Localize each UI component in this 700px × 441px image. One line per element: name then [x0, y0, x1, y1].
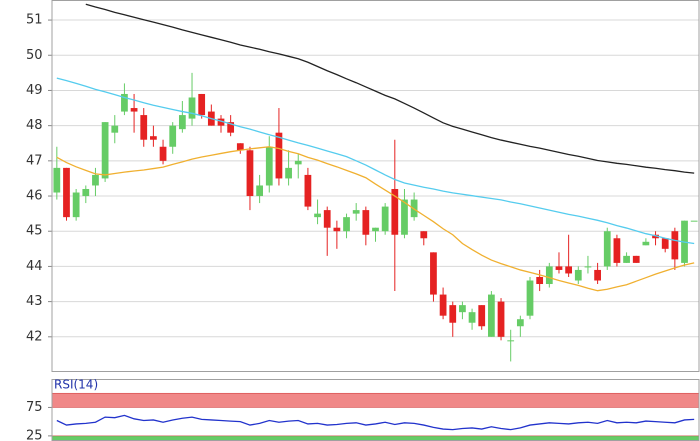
- candle-body: [294, 160, 302, 165]
- candle-body: [468, 312, 476, 323]
- candle-body: [352, 210, 360, 214]
- candle-body: [545, 266, 553, 285]
- panel: [52, 392, 699, 441]
- candle-body: [613, 238, 621, 263]
- candle-body: [227, 122, 235, 133]
- panel-frame: [51, 0, 700, 372]
- rsi-line: [56, 414, 695, 431]
- y-tick-label: 48: [26, 118, 43, 133]
- candle-body: [430, 252, 437, 295]
- candle-body: [488, 294, 495, 337]
- candle-body: [236, 143, 244, 151]
- candle-body: [82, 188, 90, 197]
- candle-body: [555, 266, 563, 270]
- candle-body: [159, 146, 167, 161]
- candle-body: [323, 210, 331, 228]
- candle-body: [574, 269, 582, 281]
- candle-body: [439, 294, 447, 316]
- candle-body: [92, 174, 99, 186]
- moving-average: [56, 146, 695, 292]
- candle-body: [536, 276, 544, 285]
- candle-body: [584, 266, 592, 268]
- candle-body: [478, 305, 486, 327]
- band: [52, 392, 699, 408]
- candle-body: [420, 231, 428, 239]
- candle-body: [623, 255, 630, 263]
- candle-body: [362, 210, 370, 235]
- y-tick-label: 44: [26, 259, 43, 274]
- candle-body: [121, 93, 128, 112]
- candle-body: [642, 241, 650, 246]
- candle-body: [188, 97, 196, 119]
- candle-body: [652, 234, 659, 239]
- y-tick-label: 49: [26, 83, 43, 98]
- candle-body: [72, 192, 80, 218]
- candle-body: [256, 185, 263, 197]
- candle-body: [632, 255, 640, 263]
- candle-body: [265, 146, 273, 186]
- candle-body: [111, 125, 119, 133]
- panel-title: RSI(14): [54, 378, 98, 392]
- candle-body: [285, 167, 292, 179]
- y-tick-label: 50: [26, 48, 43, 63]
- candle-body: [150, 136, 157, 140]
- panel: [52, 3, 699, 362]
- y-tick-label: 25: [26, 428, 43, 441]
- y-tick-label: 46: [26, 189, 43, 204]
- band: [52, 435, 699, 441]
- y-tick-label: 42: [26, 329, 43, 344]
- candle-body: [343, 217, 350, 232]
- candle-body: [101, 122, 109, 179]
- candle-body: [140, 115, 148, 140]
- candle-body: [130, 108, 138, 112]
- candle-body: [169, 125, 177, 147]
- candle-body: [304, 174, 312, 207]
- candle-body: [565, 266, 573, 274]
- candle-body: [401, 199, 408, 235]
- candle-body: [333, 227, 341, 232]
- candle-body: [603, 231, 611, 267]
- candle-body: [63, 167, 70, 218]
- y-tick-label: 43: [26, 294, 43, 309]
- candle-body: [372, 227, 379, 232]
- candle-body: [217, 118, 225, 126]
- candle-body: [178, 115, 186, 130]
- y-tick-label: 75: [26, 400, 43, 415]
- candle-body: [671, 231, 679, 260]
- candle-body: [391, 188, 399, 235]
- y-tick-label: 47: [26, 153, 43, 168]
- candle-body: [449, 305, 457, 323]
- candle-body: [507, 340, 515, 342]
- candle-body: [314, 213, 321, 218]
- candle-body: [275, 132, 283, 179]
- candle-body: [661, 238, 669, 249]
- candle-body: [690, 220, 698, 222]
- candle-body: [594, 269, 601, 281]
- candle-body: [459, 305, 466, 313]
- candle-body: [526, 280, 534, 316]
- y-tick-label: 45: [26, 224, 43, 239]
- moving-average: [56, 77, 695, 245]
- moving-average: [85, 3, 695, 174]
- candle-body: [246, 150, 254, 197]
- candle-body: [53, 167, 61, 193]
- y-tick-label: 51: [26, 13, 43, 28]
- candle-body: [497, 301, 505, 337]
- candle-body: [516, 319, 524, 327]
- candle-body: [198, 93, 206, 116]
- candle-body: [381, 206, 389, 232]
